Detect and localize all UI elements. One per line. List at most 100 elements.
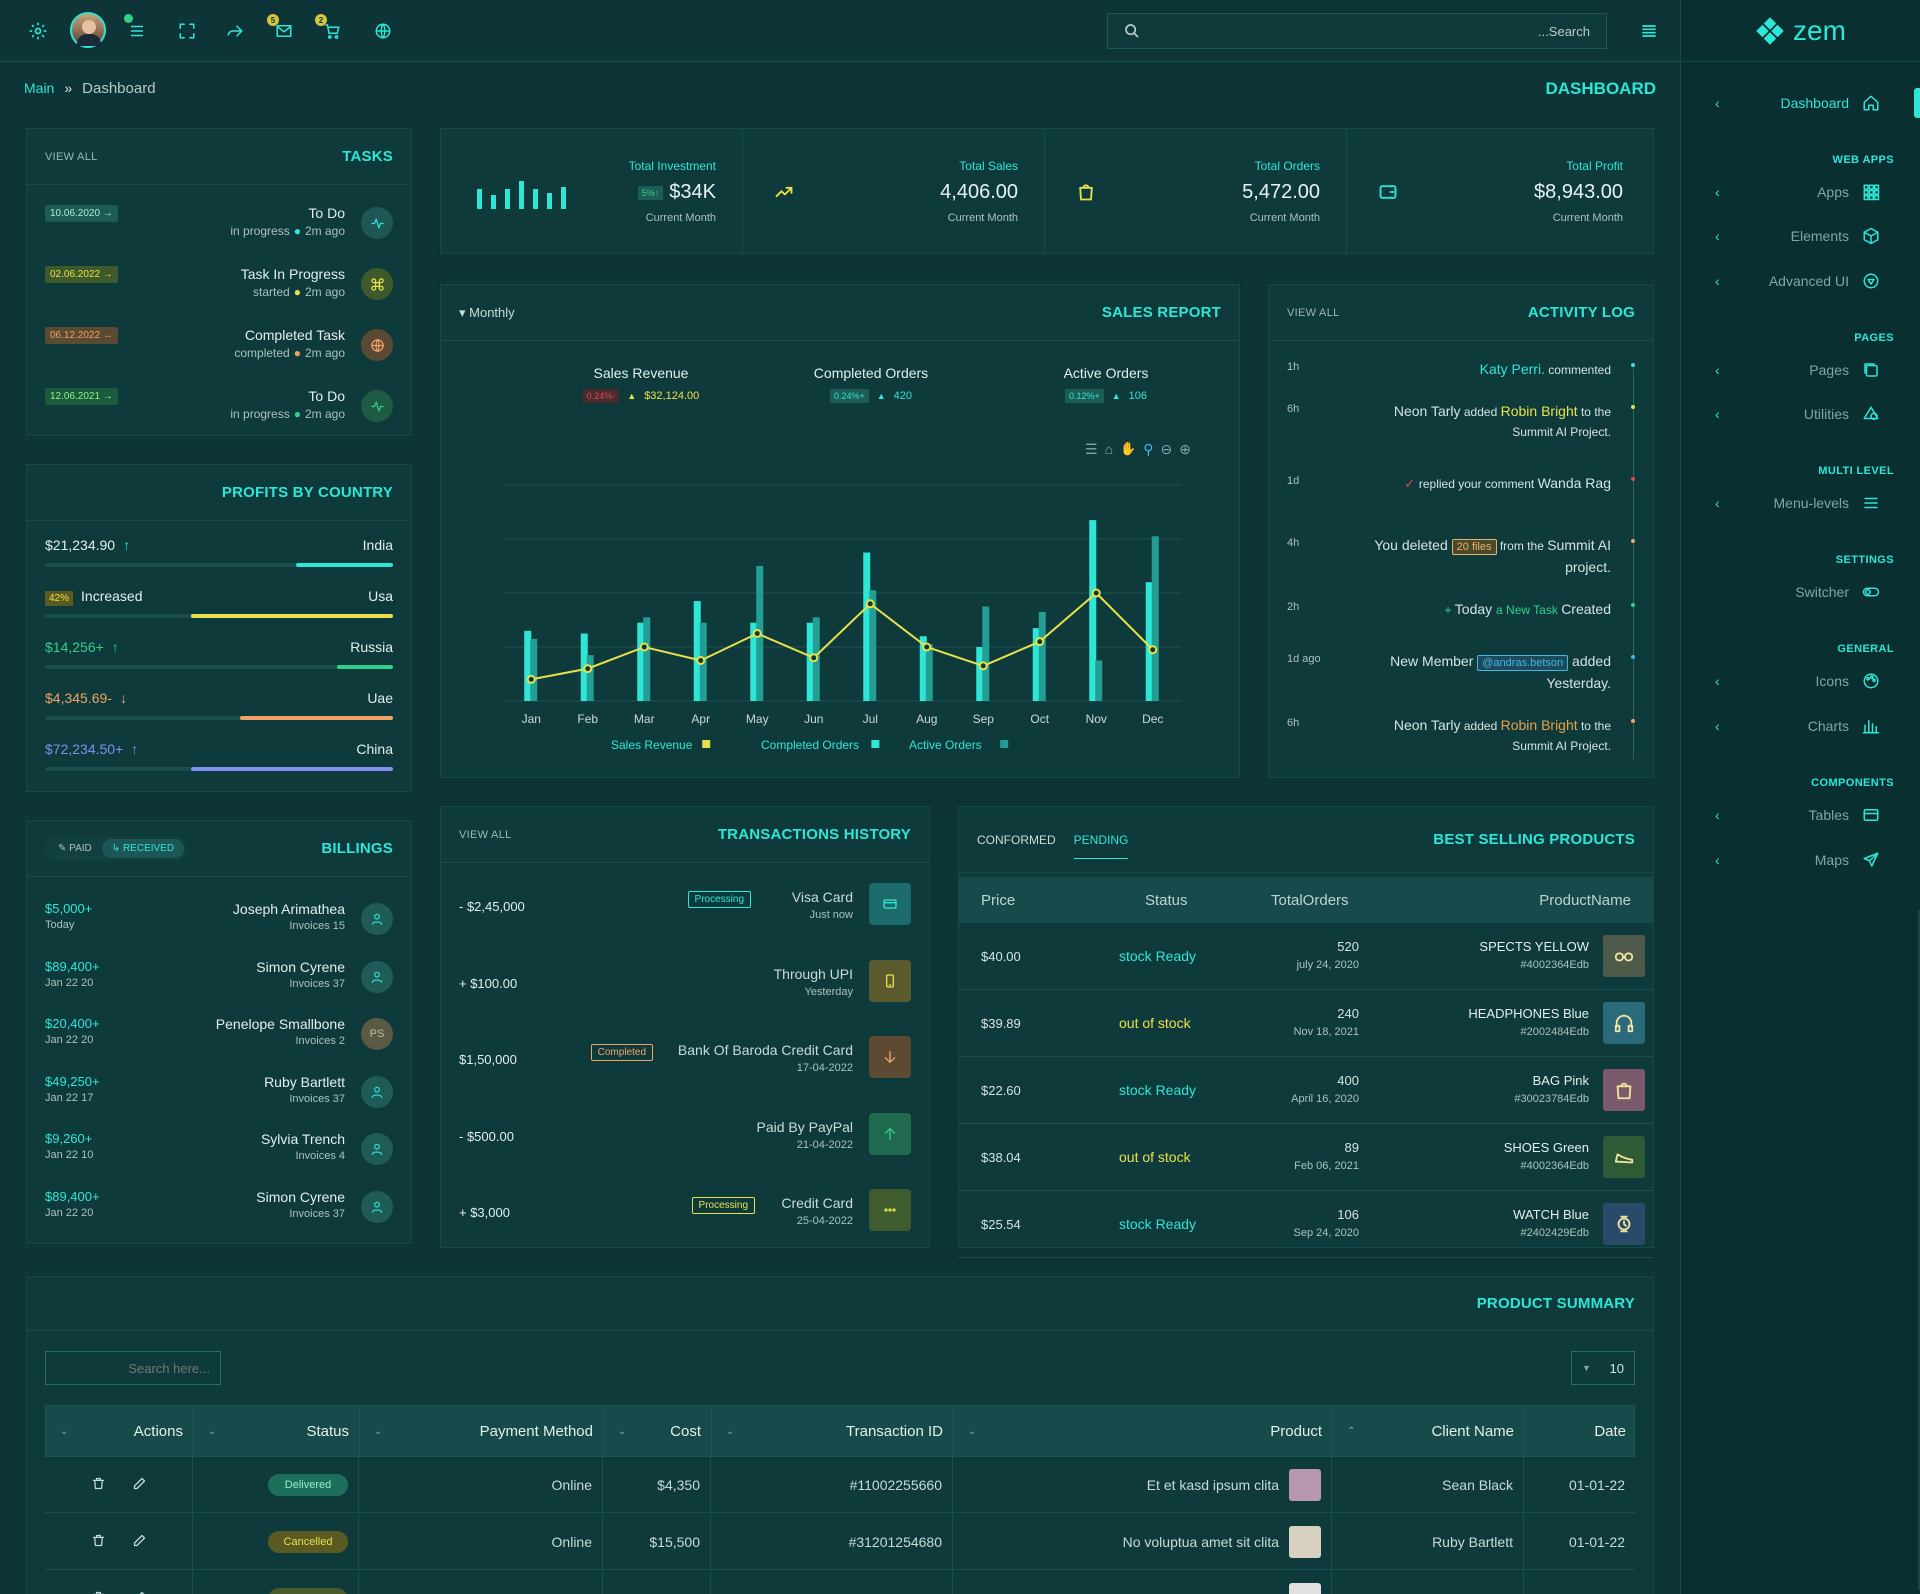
transaction-item[interactable]: + $3,000 Processing Credit Card 25-04-2022 [459, 1185, 911, 1247]
trash-icon[interactable] [91, 1533, 106, 1551]
col-status[interactable]: Status [1145, 891, 1188, 909]
chart-zoom-in-icon[interactable]: ⊕ [1179, 441, 1191, 457]
task-item[interactable]: 02.06.2022 → Task In Progress started ● 2m a… [45, 266, 393, 316]
fullscreen-icon[interactable] [176, 20, 198, 42]
sort-icon[interactable]: ⌄ [60, 1425, 69, 1437]
legend-label[interactable]: Sales Revenue [611, 738, 693, 752]
search-input[interactable] [1170, 23, 1590, 39]
sidebar-item-pages[interactable]: ‹ Pages [1681, 355, 1920, 385]
billing-item[interactable]: $5,000+ Today Joseph Arimathea Invoices 15 [45, 901, 393, 957]
chart-zoom-out-icon[interactable]: ⊖ [1160, 441, 1173, 457]
transactions-view-all[interactable]: VIEW ALL [459, 828, 512, 841]
user-avatar[interactable] [70, 12, 106, 48]
legend-label[interactable]: Active Orders [909, 738, 982, 752]
col-product-name[interactable]: ProductName [1539, 891, 1631, 909]
list-icon[interactable] [124, 14, 148, 42]
sidebar-item-apps[interactable]: ‹ Apps [1681, 177, 1920, 207]
col-price[interactable]: Price [981, 891, 1016, 909]
task-item[interactable]: 06.12.2022 → Completed Task completed ● 2m a… [45, 327, 393, 377]
sort-icon[interactable]: ⌄ [726, 1425, 735, 1437]
sidebar-item-advanced-ui[interactable]: ‹ Advanced UI [1681, 266, 1920, 296]
sidebar-item-maps[interactable]: ‹ Maps [1681, 845, 1920, 875]
activity-view-all[interactable]: VIEW ALL [1287, 306, 1340, 319]
logo-text: zem [1793, 14, 1846, 46]
billing-item[interactable]: $89,400+ Jan 22 20 Simon Cyrene Invoices 37 [45, 959, 393, 1015]
sidebar-item-switcher[interactable]: Switcher [1681, 577, 1920, 607]
column-label: Client Name [1431, 1422, 1514, 1440]
transaction-item[interactable]: - $500.00 Paid By PayPal 21-04-2022 [459, 1109, 911, 1171]
row-product: No voluptua amet sit clita [953, 1514, 1332, 1569]
sidebar-item-icons[interactable]: ‹ Icons [1681, 666, 1920, 696]
sort-icon[interactable]: ⌄ [374, 1425, 383, 1437]
sort-icon[interactable]: ⌄ [618, 1425, 627, 1437]
trash-icon[interactable] [91, 1476, 106, 1494]
summary-col-date[interactable]: Date [1525, 1406, 1636, 1456]
tab-pending[interactable]: PENDING [1073, 833, 1129, 859]
table-row[interactable]: Delivered Online $4,350 #11002255660 Et et k… [45, 1457, 1635, 1513]
trash-icon[interactable] [91, 1590, 106, 1594]
product-row[interactable]: $22.60 stock Ready 400 April 16, 2020 BAG Pi… [959, 1057, 1653, 1124]
period-select[interactable]: ▾ Monthly [459, 304, 515, 320]
sidebar-item-utilities[interactable]: ‹ Utilities [1681, 399, 1920, 429]
page-size-select[interactable]: ▼ 10 [1571, 1351, 1635, 1385]
sidebar-item-charts[interactable]: ‹ Charts [1681, 711, 1920, 741]
sort-icon[interactable]: ⌄ [208, 1425, 217, 1437]
chart-menu-icon[interactable]: ☰ [1085, 441, 1098, 457]
product-row[interactable]: $39.89 out of stock 240 Nov 18, 2021 HEADPHO… [959, 990, 1653, 1057]
tab-conformed[interactable]: CONFORMED [977, 832, 1056, 847]
billing-item[interactable]: $20,400+ Jan 22 20 Penelope Smallbone Invoi… [45, 1016, 393, 1072]
sidebar-item-tables[interactable]: ‹ Tables [1681, 800, 1920, 830]
share-icon[interactable] [224, 20, 246, 42]
edit-icon[interactable] [132, 1476, 147, 1494]
menu-toggle-icon[interactable] [1638, 20, 1660, 42]
chart-pan-icon[interactable]: ✋ [1120, 441, 1137, 456]
mail-icon[interactable]: 5 [267, 14, 295, 42]
task-item[interactable]: 10.06.2020 → To Do in progress ● 2m ago [45, 205, 393, 255]
summary-col-product[interactable]: ⌄ Product [954, 1406, 1333, 1456]
sort-icon[interactable]: ⌃ [1347, 1425, 1356, 1437]
settings-icon[interactable] [27, 20, 49, 42]
task-name: Task In Progress [240, 266, 345, 282]
summary-col-cost[interactable]: ⌄ Cost [604, 1406, 712, 1456]
product-row[interactable]: $38.04 out of stock 89 Feb 06, 2021 SHOES Gr… [959, 1124, 1653, 1191]
product-row[interactable]: $40.00 stock Ready 520 july 24, 2020 SPECTS … [959, 923, 1653, 990]
activity-time: 2h [1287, 601, 1300, 613]
search-box[interactable] [1107, 13, 1607, 49]
edit-icon[interactable] [132, 1590, 147, 1594]
tab-paid[interactable]: ✎ PAID [58, 843, 92, 854]
globe-icon[interactable] [372, 20, 394, 42]
billing-item[interactable]: $89,400+ Jan 22 20 Simon Cyrene Invoices 37 [45, 1189, 393, 1245]
summary-col-actions[interactable]: ⌄ Actions [46, 1406, 194, 1456]
transaction-item[interactable]: + $100.00 Through UPI Yesterday [459, 956, 911, 1018]
chart-zoom-icon[interactable]: ⚲ [1143, 441, 1154, 457]
summary-search-input[interactable] [45, 1351, 221, 1385]
x-tick-label: Aug [916, 712, 937, 726]
billing-item[interactable]: $49,250+ Jan 22 17 Ruby Bartlett Invoices 3… [45, 1074, 393, 1130]
edit-icon[interactable] [132, 1533, 147, 1551]
breadcrumb-main[interactable]: Main [24, 80, 55, 96]
billing-item[interactable]: $9,260+ Jan 22 10 Sylvia Trench Invoices 4 [45, 1131, 393, 1187]
summary-col-client-name[interactable]: ⌃ Client Name [1333, 1406, 1525, 1456]
table-row[interactable]: Cancelled Online $15,500 #31201254680 No vol… [45, 1514, 1635, 1570]
table-row[interactable] [45, 1571, 1635, 1594]
tasks-view-all[interactable]: VIEW ALL [45, 150, 98, 163]
chart-home-icon[interactable]: ⌂ [1104, 441, 1114, 457]
product-row[interactable]: $25.54 stock Ready 106 Sep 24, 2020 WATCH Bl… [959, 1191, 1653, 1258]
transaction-item[interactable]: $1,50,000 Completed Bank Of Baroda Credit … [459, 1032, 911, 1094]
cart-icon[interactable]: 2 [315, 14, 343, 42]
summary-col-transaction-id[interactable]: ⌄ Transaction ID [712, 1406, 954, 1456]
tab-received[interactable]: ↳ RECEIVED [101, 839, 185, 858]
sidebar-item-menu-levels[interactable]: ‹ Menu-levels [1681, 488, 1920, 518]
summary-col-status[interactable]: ⌄ Status [194, 1406, 360, 1456]
logo[interactable]: zem [1681, 0, 1920, 62]
transaction-item[interactable]: - $2,45,000 Processing Visa Card Just now [459, 879, 911, 941]
profit-item: $21,234.90 ↑ India [45, 537, 393, 585]
legend-label[interactable]: Completed Orders [761, 738, 859, 752]
sidebar-item-elements[interactable]: ‹ Elements [1681, 221, 1920, 251]
billing-amount: $9,260+ [45, 1131, 93, 1146]
summary-col-payment-method[interactable]: ⌄ Payment Method [360, 1406, 604, 1456]
col-total-orders[interactable]: TotalOrders [1271, 891, 1349, 909]
sort-icon[interactable]: ⌄ [968, 1425, 977, 1437]
task-item[interactable]: 12.06.2021 → To Do in progress ● 2m ago [45, 388, 393, 438]
sidebar-item-dashboard[interactable]: ‹ Dashboard [1681, 88, 1920, 118]
